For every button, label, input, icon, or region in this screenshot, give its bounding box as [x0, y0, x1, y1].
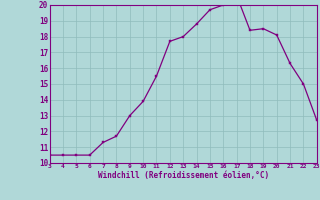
- X-axis label: Windchill (Refroidissement éolien,°C): Windchill (Refroidissement éolien,°C): [98, 171, 269, 180]
